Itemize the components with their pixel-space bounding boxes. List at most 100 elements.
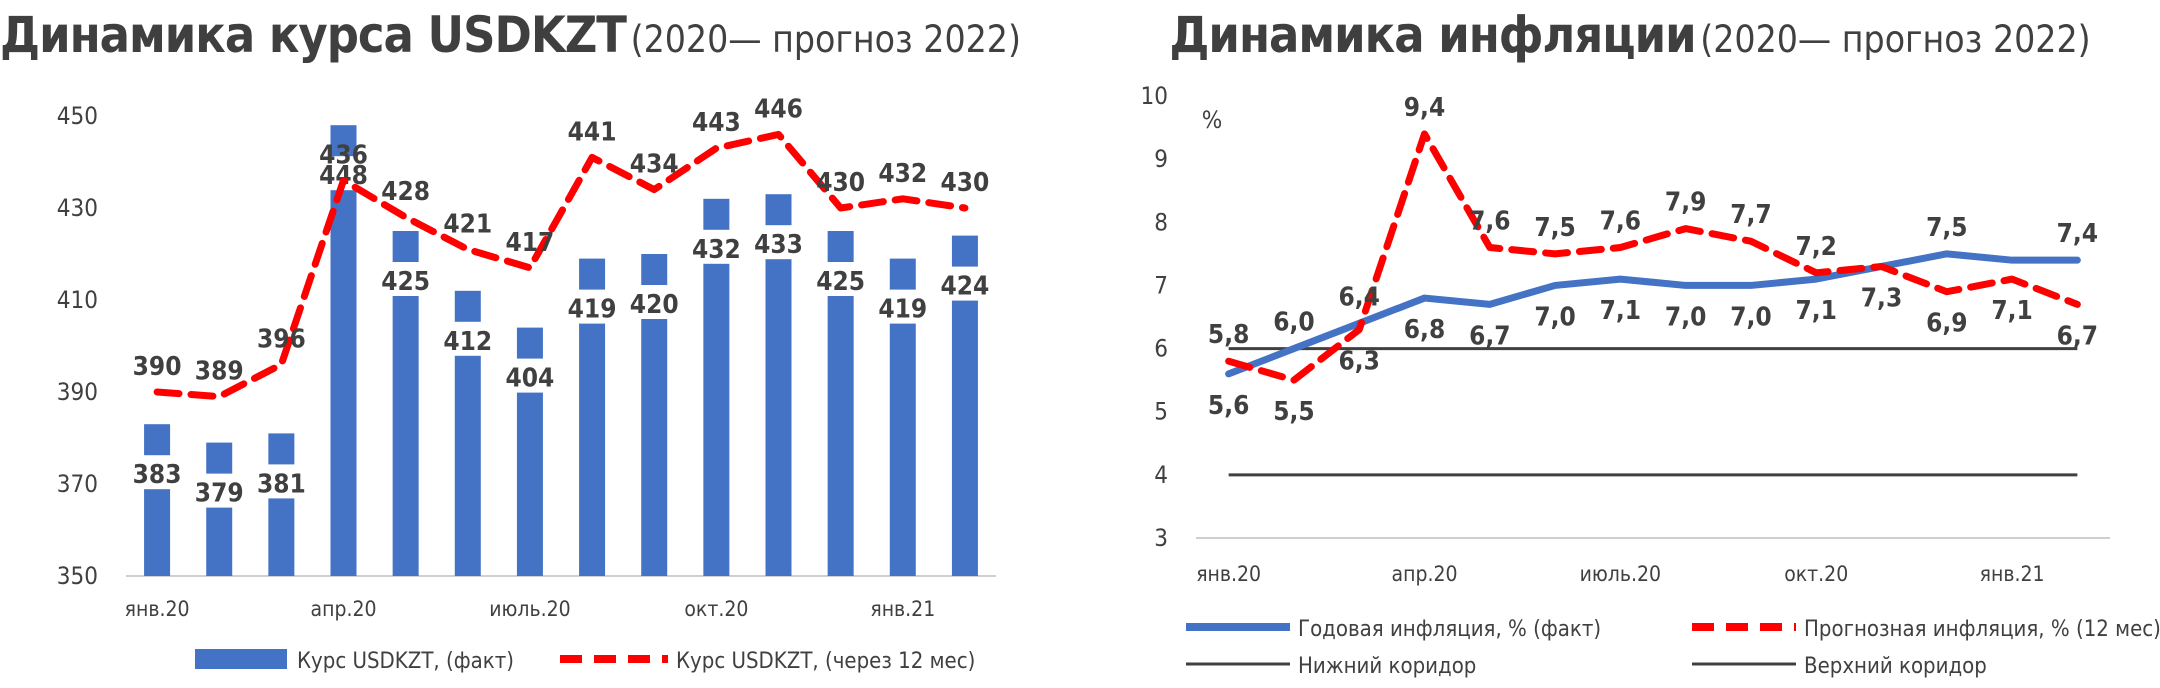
bar-value-label: 425 (381, 267, 430, 297)
forecast-value-label: 390 (133, 352, 182, 382)
forecast-line (153, 130, 969, 401)
bar-value-label: 412 (443, 327, 492, 357)
legend-actual-label: Годовая инфляция, % (факт) (1298, 617, 1601, 642)
bar-label-bg (438, 321, 497, 356)
legend-forecast-label: Прогнозная инфляция, % (12 мес) (1804, 617, 2160, 642)
actual-value-label: 6,4 (1338, 282, 1379, 312)
actual-value-label: 6,0 (1273, 308, 1314, 338)
bar-value-label: 404 (506, 364, 555, 394)
actual-value-label: 7,1 (1600, 296, 1641, 326)
usdkzt-title-sub: (2020— прогноз 2022) (630, 18, 1021, 61)
usdkzt-title-main: Динамика курса USDKZT (0, 6, 627, 64)
forecast-value-label: 389 (195, 357, 244, 387)
y-tick-label: 410 (57, 286, 98, 314)
actual-value-label: 7,4 (2057, 219, 2098, 249)
actual-value-label: 7,0 (1665, 302, 1706, 332)
bar-value-label: 425 (816, 267, 865, 297)
bar-value-label: 381 (257, 469, 306, 499)
bar-label-bg (563, 289, 622, 324)
actual-value-label: 6,8 (1404, 315, 1445, 345)
legend-line-label: Курс USDKZT, (через 12 мес) (676, 649, 975, 674)
forecast-value-label: 434 (630, 150, 679, 180)
legend-upper-label: Верхний коридор (1804, 654, 1987, 679)
bar-label-bg (190, 473, 249, 508)
bar-label-bg (376, 262, 435, 296)
forecast-value-label: 7,5 (1534, 213, 1575, 243)
inflation-title-main: Динамика инфляции (1169, 6, 1696, 64)
bar-label-bg (252, 464, 311, 499)
y-tick-label: 10 (1141, 82, 1168, 110)
x-tick-label: янв.20 (125, 597, 190, 621)
forecast-value-label: 396 (257, 324, 306, 354)
x-tick-label: апр.20 (311, 597, 377, 621)
actual-value-label: 7,0 (1730, 302, 1771, 332)
forecast-value-label: 428 (381, 177, 430, 207)
forecast-value-label: 7,2 (1795, 232, 1836, 262)
bar-label-bg (749, 225, 808, 260)
actual-value-label: 5,6 (1208, 391, 1249, 421)
bar (206, 442, 233, 576)
inflation-chart-title: Динамика инфляции (2020— прогноз 2022) (1100, 6, 2160, 64)
actual-value-label: 7,1 (1795, 296, 1836, 326)
forecast-value-label: 7,6 (1469, 207, 1510, 237)
actual-value-label: 6,7 (1469, 321, 1510, 351)
bar-value-label: 383 (133, 460, 182, 490)
legend-bar-label: Курс USDKZT, (факт) (297, 649, 514, 674)
y-tick-label: 8 (1154, 208, 1168, 236)
bar-value-label: 432 (692, 235, 741, 265)
forecast-value-label: 430 (941, 168, 990, 198)
forecast-value-label: 446 (754, 94, 803, 124)
forecast-value-label: 6,3 (1338, 347, 1379, 377)
y-tick-label: 4 (1154, 461, 1168, 489)
inflation-title-sub: (2020— прогноз 2022) (1700, 18, 2091, 61)
y-tick-label: 9 (1154, 145, 1168, 173)
actual-inflation-line (1225, 250, 2081, 378)
usdkzt-chart-panel: Динамика курса USDKZT (2020— прогноз 202… (0, 0, 1021, 688)
bar-label-bg (687, 229, 746, 264)
inflation-chart-panel: Динамика инфляции (2020— прогноз 2022) 3… (1100, 0, 2160, 688)
bar-value-label: 420 (630, 290, 679, 320)
x-tick-label: янв.20 (1196, 562, 1261, 586)
x-tick-label: окт.20 (684, 597, 748, 621)
bar-value-label: 424 (941, 272, 990, 302)
forecast-value-label: 7,1 (1991, 296, 2032, 326)
forecast-value-label: 5,8 (1208, 320, 1249, 350)
forecast-value-label: 6,7 (2057, 321, 2098, 351)
y-tick-label: 450 (57, 102, 98, 130)
forecast-value-label: 441 (568, 117, 617, 147)
bar-label-bg (500, 358, 559, 393)
forecast-value-label: 6,9 (1926, 309, 1967, 339)
forecast-value-label: 7,9 (1665, 188, 1706, 218)
forecast-value-label: 421 (443, 209, 492, 239)
usdkzt-chart-title: Динамика курса USDKZT (2020— прогноз 202… (0, 6, 1021, 64)
x-tick-label: янв.21 (1980, 562, 2045, 586)
forecast-value-label: 5,5 (1273, 397, 1314, 427)
actual-value-label: 7,0 (1534, 302, 1575, 332)
bar-label-bg (625, 285, 684, 319)
bar-label-bg (873, 289, 932, 324)
forecast-value-label: 432 (878, 159, 927, 189)
x-tick-label: янв.21 (870, 597, 935, 621)
forecast-value-label: 7,7 (1730, 200, 1771, 230)
y-tick-label: 3 (1154, 524, 1168, 552)
y-tick-label: 7 (1154, 271, 1168, 299)
y-tick-label: 6 (1154, 335, 1168, 363)
x-tick-label: июль.20 (1580, 562, 1661, 586)
y-tick-label: 390 (57, 378, 98, 406)
y-tick-label: 5 (1154, 398, 1168, 426)
bar-label-bg (811, 262, 870, 296)
bar-label-bg (935, 266, 994, 301)
y-tick-label: 430 (57, 194, 98, 222)
forecast-value-label: 443 (692, 108, 741, 138)
y-tick-label: 370 (57, 470, 98, 498)
bar-value-label: 433 (754, 230, 803, 260)
y-tick-label: 350 (57, 562, 98, 590)
x-tick-label: июль.20 (489, 597, 570, 621)
forecast-inflation-line (1225, 130, 2081, 384)
forecast-value-label: 9,4 (1404, 93, 1445, 123)
bar (330, 125, 357, 576)
legend-bar-swatch (195, 649, 287, 669)
legend-lower-label: Нижний коридор (1298, 654, 1476, 679)
forecast-value-label: 417 (506, 228, 555, 258)
